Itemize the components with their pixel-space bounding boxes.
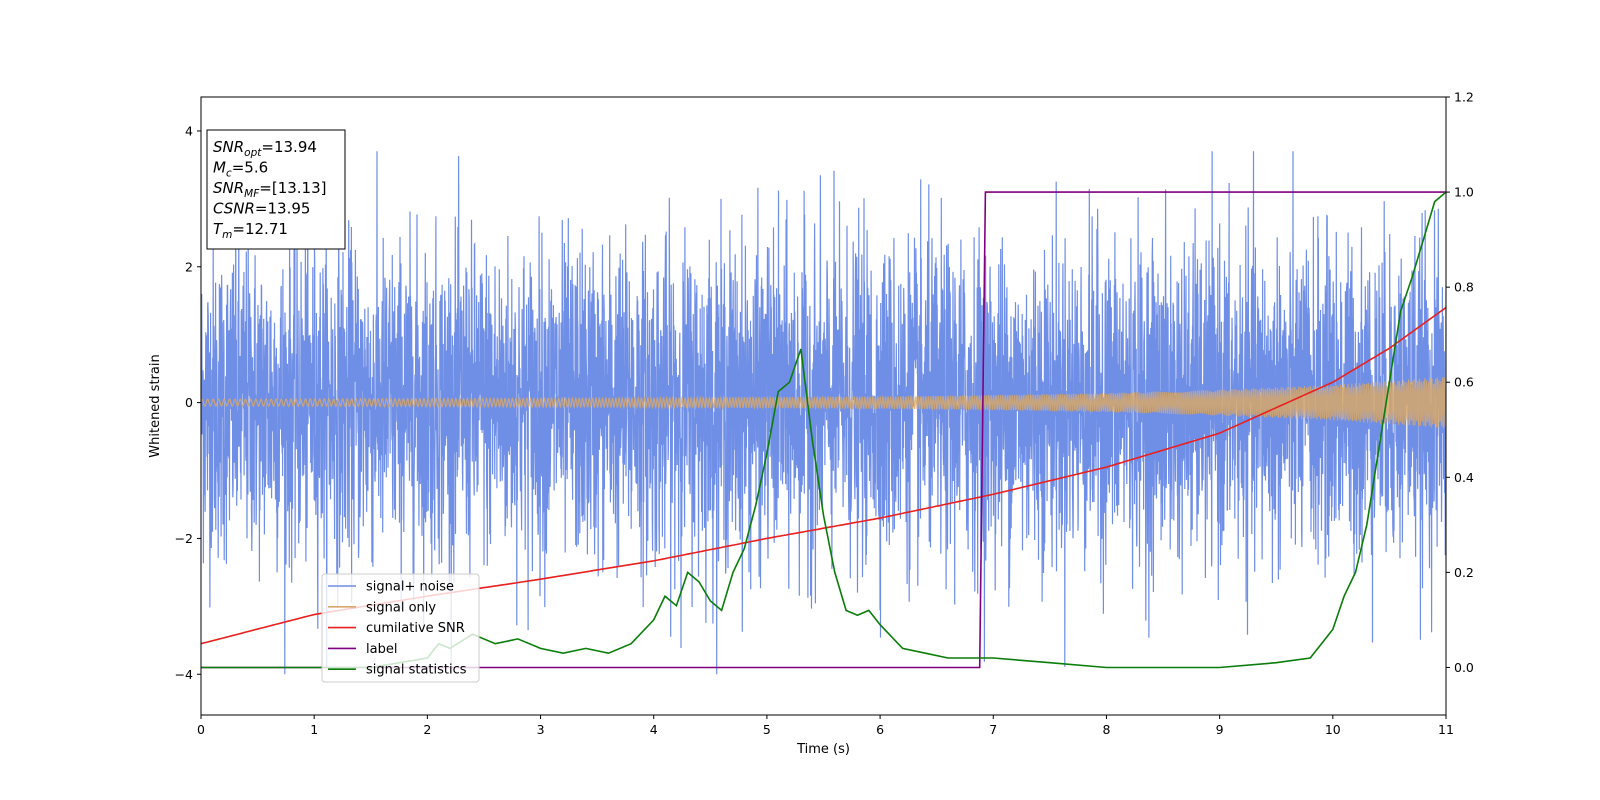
x-tick-label: 5 — [763, 722, 771, 737]
x-tick-label: 8 — [1102, 722, 1110, 737]
x-tick-label: 0 — [197, 722, 205, 737]
info-box: SNRopt=13.94Mc=5.6SNRMF=[13.13]CSNR=13.9… — [206, 129, 346, 250]
x-tick-label: 3 — [537, 722, 545, 737]
legend: signal+ noise signal only cumilative SNR la… — [321, 573, 480, 683]
legend-entry: label — [366, 642, 397, 657]
y-left-tick-label: 2 — [185, 259, 193, 274]
info-line: SNRopt=13.94 — [213, 138, 317, 159]
y-axis-label: Whitened strain — [148, 354, 163, 457]
axes: 0 1 2 3 4 5 6 7 8 9 10 11 −4 −2 0 2 4 0.0 0.2 0.4 0.6 0.8 1.0 1… — [175, 90, 1474, 738]
x-axis-label: Time (s) — [796, 742, 850, 757]
x-tick-label: 4 — [650, 722, 658, 737]
legend-entry: signal+ noise — [366, 580, 454, 595]
y-right-tick-label: 0.4 — [1454, 470, 1474, 485]
y-right-tick-label: 0.6 — [1454, 375, 1474, 390]
legend-entry: signal statistics — [366, 663, 467, 678]
plot-frame — [200, 96, 1447, 716]
y-right-tick-label: 0.0 — [1454, 660, 1474, 675]
x-tick-label: 6 — [876, 722, 884, 737]
series-signal-only — [201, 377, 1446, 429]
info-box-frame — [206, 129, 346, 250]
legend-frame — [321, 573, 480, 683]
info-line: Tm=12.71 — [213, 220, 288, 241]
y-left-tick-label: 4 — [185, 123, 193, 138]
series-label — [201, 191, 1446, 669]
legend-entry: signal only — [366, 600, 436, 615]
y-right-tick-label: 0.2 — [1454, 565, 1474, 580]
x-tick-label: 7 — [989, 722, 997, 737]
y-right-tick-label: 0.8 — [1454, 280, 1474, 295]
x-tick-label: 10 — [1325, 722, 1341, 737]
legend-entry: cumilative SNR — [366, 621, 465, 636]
info-line: SNRMF=[13.13] — [213, 179, 327, 200]
y-left-tick-label: 0 — [185, 395, 193, 410]
x-tick-label: 9 — [1216, 722, 1224, 737]
series-signal-statistics — [201, 191, 1446, 669]
info-line: Mc=5.6 — [213, 159, 268, 180]
y-right-tick-label: 1.2 — [1454, 90, 1474, 105]
x-tick-label: 11 — [1438, 722, 1454, 737]
y-left-tick-label: −4 — [175, 667, 193, 682]
x-tick-label: 1 — [310, 722, 318, 737]
x-tick-label: 2 — [423, 722, 431, 737]
info-line: CSNR=13.95 — [213, 200, 310, 218]
y-left-tick-label: −2 — [175, 531, 193, 546]
y-right-tick-label: 1.0 — [1454, 185, 1474, 200]
